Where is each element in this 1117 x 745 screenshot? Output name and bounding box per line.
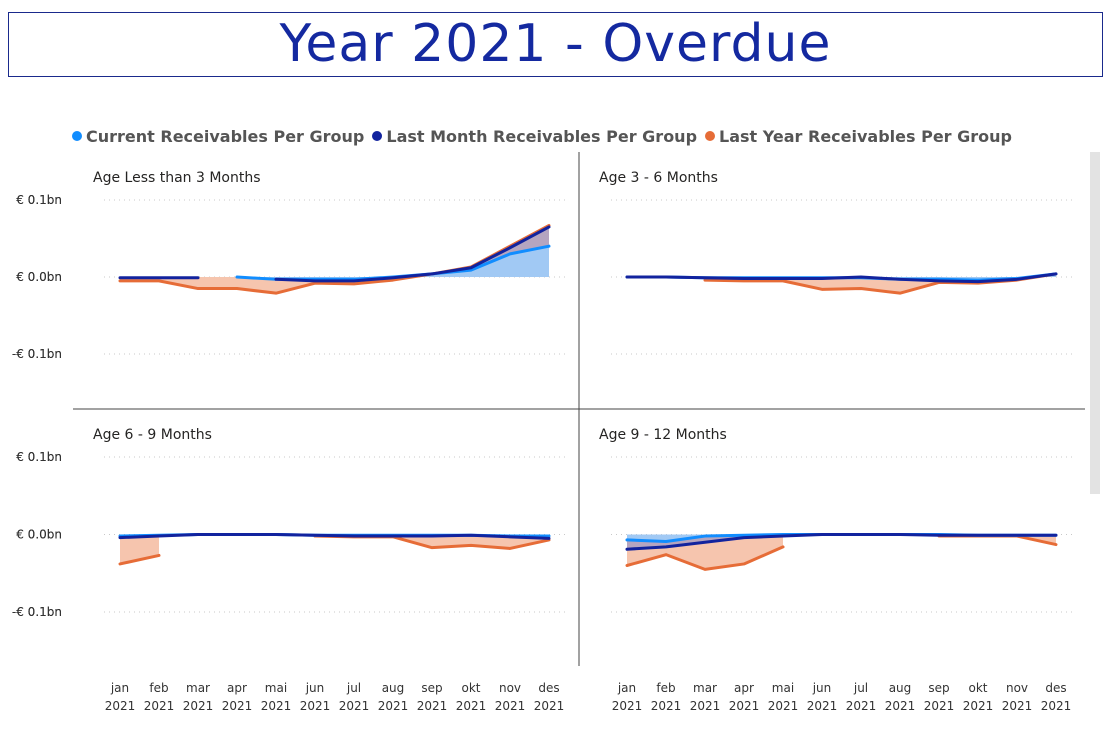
- legend-label-last-month: Last Month Receivables Per Group: [386, 126, 698, 146]
- x-tick-label: jan: [110, 681, 129, 695]
- panel-3: Age 6 - 9 Months € 0.1bn € 0.0bn -€ 0.1bn ja…: [12, 427, 569, 713]
- chart-legend: Current Receivables Per Group Last Month…: [72, 124, 1020, 148]
- x-tick-label: sep: [928, 681, 949, 695]
- x-tick-label: aug: [382, 681, 405, 695]
- y-tick-label: € 0.1bn: [16, 193, 62, 207]
- vertical-scrollbar[interactable]: [1090, 152, 1100, 494]
- panel-title: Age 3 - 6 Months: [599, 170, 718, 186]
- series-line-last-month: [625, 272, 1058, 284]
- x-tick-year: 2021: [183, 699, 214, 713]
- x-tick-year: 2021: [300, 699, 331, 713]
- legend-item-current[interactable]: Current Receivables Per Group: [72, 127, 364, 146]
- x-tick-year: 2021: [924, 699, 955, 713]
- x-tick-label: mar: [693, 681, 717, 695]
- x-tick-label: jul: [853, 681, 868, 695]
- x-tick-year: 2021: [1002, 699, 1033, 713]
- y-tick-label: € 0.0bn: [16, 528, 62, 542]
- series-line-last-month: [274, 225, 551, 283]
- x-tick-year: 2021: [417, 699, 448, 713]
- x-tick-label: feb: [149, 681, 168, 695]
- legend-label-last-year: Last Year Receivables Per Group: [719, 126, 1012, 146]
- series-line-last-year: [118, 553, 161, 566]
- legend-item-last-year[interactable]: Last Year Receivables Per Group: [705, 127, 1012, 146]
- x-tick-label: nov: [1006, 681, 1028, 695]
- x-tick-year: 2021: [885, 699, 916, 713]
- x-tick-label: mai: [265, 681, 287, 695]
- legend-item-last-month[interactable]: Last Month Receivables Per Group: [372, 127, 697, 146]
- x-tick-label: apr: [227, 681, 247, 695]
- y-tick-label: € 0.1bn: [16, 450, 62, 464]
- x-tick-label: jul: [346, 681, 361, 695]
- x-tick-year: 2021: [963, 699, 994, 713]
- y-tick-label: -€ 0.1bn: [12, 605, 62, 619]
- y-tick-label: -€ 0.1bn: [12, 347, 62, 361]
- x-tick-label: jun: [305, 681, 325, 695]
- report-title-box: Year 2021 - Overdue: [8, 12, 1103, 77]
- x-tick-label: sep: [421, 681, 442, 695]
- x-tick-label: des: [1045, 681, 1066, 695]
- x-tick-year: 2021: [729, 699, 760, 713]
- panel-title: Age 6 - 9 Months: [93, 427, 212, 443]
- panel-title: Age Less than 3 Months: [93, 170, 261, 186]
- legend-dot-current: [72, 131, 82, 141]
- x-tick-label: des: [538, 681, 559, 695]
- x-tick-label: jan: [617, 681, 636, 695]
- series-line-last-month: [625, 533, 1058, 551]
- report-title: Year 2021 - Overdue: [279, 14, 832, 74]
- x-tick-year: 2021: [612, 699, 643, 713]
- x-tick-label: feb: [656, 681, 675, 695]
- panel-1: Age Less than 3 Months € 0.1bn € 0.0bn -€ 0…: [12, 170, 569, 361]
- x-tick-label: nov: [499, 681, 521, 695]
- y-tick-label: € 0.0bn: [16, 270, 62, 284]
- x-tick-year: 2021: [144, 699, 175, 713]
- series-line-last-month: [118, 533, 551, 540]
- series-area: [315, 534, 549, 549]
- x-tick-year: 2021: [534, 699, 565, 713]
- x-tick-label: aug: [889, 681, 912, 695]
- panel-2: Age 3 - 6 Months € 0.1bn € 0.0bn -€ 0.1bn: [12, 170, 1076, 361]
- x-tick-label: apr: [734, 681, 754, 695]
- legend-dot-last-year: [705, 131, 716, 141]
- x-tick-year: 2021: [261, 699, 292, 713]
- x-tick-year: 2021: [105, 699, 136, 713]
- y-tick-label: € 0.0bn: [16, 270, 62, 284]
- x-tick-year: 2021: [651, 699, 682, 713]
- x-tick-label: mar: [186, 681, 210, 695]
- x-tick-label: mai: [772, 681, 794, 695]
- x-tick-year: 2021: [339, 699, 370, 713]
- y-tick-label: -€ 0.1bn: [12, 347, 62, 361]
- x-tick-year: 2021: [456, 699, 487, 713]
- panel-4: Age 9 - 12 Months € 0.1bn € 0.0bn -€ 0.1bn j…: [12, 427, 1076, 713]
- x-tick-year: 2021: [807, 699, 838, 713]
- x-tick-label: jun: [812, 681, 832, 695]
- y-tick-label: € 0.1bn: [16, 450, 62, 464]
- x-tick-label: okt: [462, 681, 481, 695]
- y-tick-label: -€ 0.1bn: [12, 605, 62, 619]
- x-tick-year: 2021: [768, 699, 799, 713]
- x-tick-year: 2021: [222, 699, 253, 713]
- x-tick-year: 2021: [495, 699, 526, 713]
- x-tick-year: 2021: [690, 699, 721, 713]
- x-tick-year: 2021: [846, 699, 877, 713]
- series-line-last-year: [625, 545, 785, 571]
- y-tick-label: € 0.1bn: [16, 193, 62, 207]
- legend-dot-last-month: [372, 131, 383, 141]
- legend-label-current: Current Receivables Per Group: [86, 126, 365, 146]
- x-tick-year: 2021: [1041, 699, 1072, 713]
- y-tick-label: € 0.0bn: [16, 528, 62, 542]
- x-tick-year: 2021: [378, 699, 409, 713]
- panel-title: Age 9 - 12 Months: [599, 427, 727, 443]
- x-tick-label: okt: [969, 681, 988, 695]
